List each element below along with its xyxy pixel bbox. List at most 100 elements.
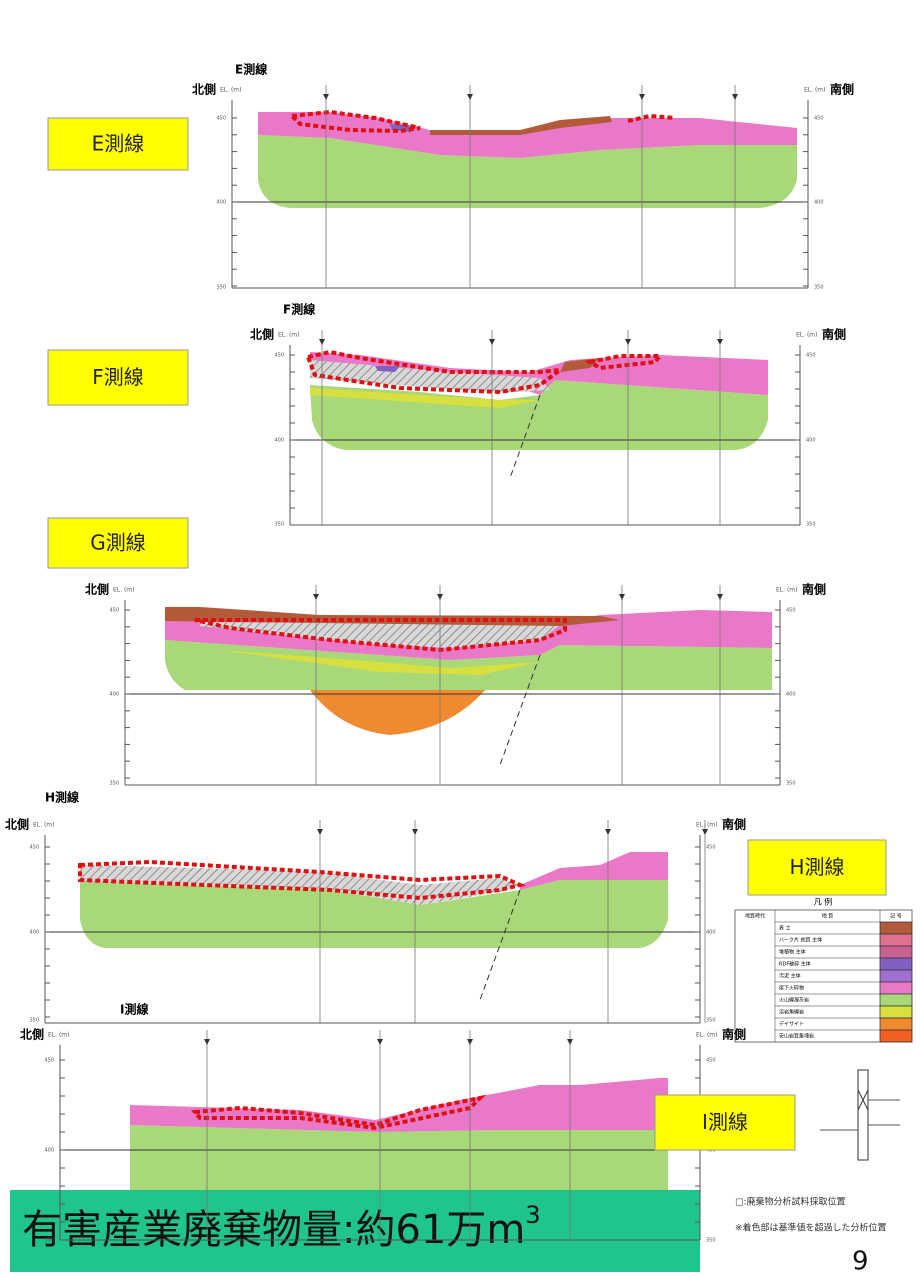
legend-swatch xyxy=(879,981,913,995)
arrow xyxy=(619,594,625,600)
legend-row: 汚泥 主体 xyxy=(779,973,801,980)
elevation-label: 400 xyxy=(814,200,824,206)
arrow xyxy=(467,94,473,100)
legend-row: 表 土 xyxy=(779,925,791,932)
unit-label: EL. (m) xyxy=(33,822,54,829)
arrow xyxy=(625,339,631,345)
legend-row: 火山礫凝灰岩 xyxy=(779,997,809,1004)
arrow xyxy=(702,829,708,835)
elevation-label: 450 xyxy=(786,608,796,614)
legend-row: 崖下火砕物 xyxy=(779,985,804,992)
arrow xyxy=(605,829,611,835)
elevation-label: 350 xyxy=(274,522,284,528)
arrow xyxy=(323,94,329,100)
north-label: 北側 xyxy=(85,582,109,597)
elevation-label: 400 xyxy=(109,692,119,698)
elevation-label: 450 xyxy=(706,845,716,851)
unit-label: EL. (m) xyxy=(776,587,797,594)
legend-swatch xyxy=(879,921,913,935)
elevation-label: 350 xyxy=(216,285,226,291)
section-h xyxy=(78,852,668,1001)
south-label: 南側 xyxy=(722,817,746,832)
banner-text: 有害産業廃棄物量:約61万m3 xyxy=(22,1201,541,1253)
south-label: 南側 xyxy=(722,1027,746,1042)
unit-label: EL. (m) xyxy=(804,87,825,94)
section-label: H測線 xyxy=(789,855,844,879)
arrow xyxy=(467,1039,473,1045)
arrow xyxy=(717,594,723,600)
section-label: I測線 xyxy=(702,1110,748,1134)
note: ※着色部は基準値を超過した分析位置 xyxy=(735,1222,887,1234)
section-label: E測線 xyxy=(92,132,145,156)
arrow xyxy=(319,339,325,345)
unit-label: EL. (m) xyxy=(48,1032,69,1039)
elevation-label: 350 xyxy=(29,1018,39,1024)
elevation-label: 450 xyxy=(109,608,119,614)
label-box xyxy=(747,839,887,896)
legend-row: RDF破砕 主体 xyxy=(779,961,811,968)
legend-header: 地 質 xyxy=(822,913,834,920)
arrow xyxy=(732,94,738,100)
unit-label: EL. (m) xyxy=(278,332,299,339)
elevation-label: 450 xyxy=(814,116,824,122)
section-e xyxy=(258,109,797,208)
elevation-label: 350 xyxy=(786,781,796,787)
arrow xyxy=(377,1039,383,1045)
section-title: E測線 xyxy=(235,62,267,77)
label-box xyxy=(654,1094,796,1151)
arrow xyxy=(489,339,495,345)
north-label: 北側 xyxy=(5,817,29,832)
elevation-label: 350 xyxy=(806,522,816,528)
elevation-label: 450 xyxy=(29,845,39,851)
unit-label: EL. (m) xyxy=(113,587,134,594)
legend-swatch xyxy=(879,1029,913,1043)
arrow xyxy=(717,339,723,345)
elevation-label: 450 xyxy=(274,353,284,359)
elevation-label: 400 xyxy=(216,200,226,206)
legend-row: バーク片 他質 主体 xyxy=(779,937,822,944)
label-box xyxy=(47,349,189,406)
section-f xyxy=(305,349,768,479)
elevation-label: 350 xyxy=(44,1238,54,1244)
section-g xyxy=(165,607,772,766)
elevation-label: 350 xyxy=(109,781,119,787)
label-box xyxy=(47,117,189,171)
section-title: H測線 xyxy=(45,790,79,805)
unit-label: EL. (m) xyxy=(220,87,241,94)
arrow xyxy=(437,594,443,600)
section-title: F測線 xyxy=(283,302,315,317)
elevation-label: 400 xyxy=(274,438,284,444)
legend-title: 凡 例 xyxy=(814,897,833,907)
legend-swatch xyxy=(879,945,913,959)
legend-row: デイサイト xyxy=(779,1021,804,1028)
legend-row: 溶岩角礫岩 xyxy=(779,1009,804,1016)
arrow xyxy=(567,1039,573,1045)
legend-frame xyxy=(734,909,913,1043)
label-box xyxy=(47,517,189,569)
elevation-label: 400 xyxy=(786,692,796,698)
arrow xyxy=(317,829,323,835)
legend-swatch xyxy=(879,1017,913,1031)
note: □:廃棄物分析試料採取位置 xyxy=(735,1196,846,1208)
north-label: 北側 xyxy=(250,327,274,342)
legend-swatch xyxy=(879,933,913,947)
section-label: F測線 xyxy=(92,365,144,389)
legend-header: 地質時代 xyxy=(745,913,765,920)
arrow xyxy=(412,829,418,835)
section-label: G測線 xyxy=(90,531,146,555)
unit-label: EL. (m) xyxy=(696,1032,717,1039)
unit-label: EL. (m) xyxy=(796,332,817,339)
legend-swatch xyxy=(879,969,913,983)
elevation-label: 400 xyxy=(706,930,716,936)
arrow xyxy=(204,1039,210,1045)
legend-swatch xyxy=(879,1005,913,1019)
elevation-label: 450 xyxy=(806,353,816,359)
elevation-label: 350 xyxy=(706,1238,716,1244)
legend-swatch xyxy=(879,993,913,1007)
legend-row: 安山岩質集塊岩 xyxy=(779,1033,814,1040)
section-title: I測線 xyxy=(120,1002,148,1017)
unit-label: EL. (m) xyxy=(696,822,717,829)
legend-row: 堆積物 主体 xyxy=(779,949,806,956)
south-label: 南側 xyxy=(802,582,826,597)
page-number: 9 xyxy=(852,1247,869,1273)
